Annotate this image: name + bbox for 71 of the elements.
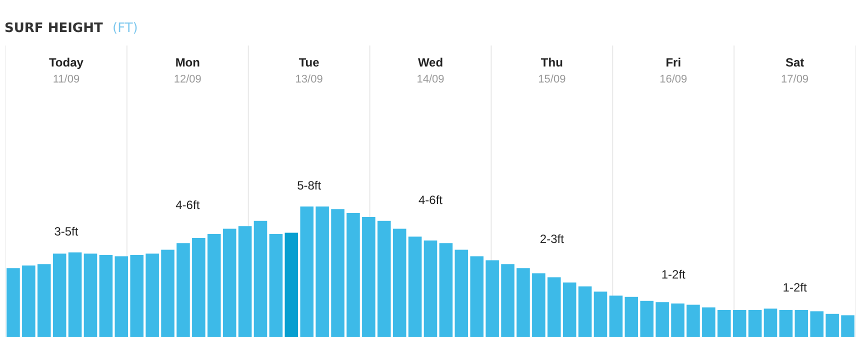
bar xyxy=(532,273,546,337)
bar xyxy=(346,213,360,337)
annotation: 1-2ft xyxy=(661,268,686,282)
bar xyxy=(547,277,561,337)
bar xyxy=(207,234,221,337)
bar xyxy=(408,236,422,337)
bar xyxy=(130,254,144,337)
bar xyxy=(562,282,576,337)
annotation: 4-6ft xyxy=(176,198,200,212)
bar xyxy=(516,268,530,337)
bar xyxy=(732,310,746,337)
bar xyxy=(84,254,98,337)
bar xyxy=(671,303,684,337)
bar xyxy=(192,238,206,337)
bar xyxy=(609,296,623,337)
text: Sat 17/09 xyxy=(781,56,809,86)
bar xyxy=(254,220,268,337)
bar xyxy=(841,315,854,337)
bar xyxy=(238,226,252,337)
bar xyxy=(269,234,283,337)
bar xyxy=(439,243,453,337)
bar xyxy=(424,240,438,337)
bar xyxy=(454,250,468,337)
bar xyxy=(146,254,159,337)
chart-subtitle: (FT) xyxy=(112,21,138,36)
bar xyxy=(794,310,808,337)
bar xyxy=(578,286,592,337)
bar xyxy=(686,304,700,337)
text: Tue 13/09 xyxy=(295,56,323,86)
bar xyxy=(624,296,638,337)
bar xyxy=(176,243,190,337)
bar xyxy=(22,265,36,337)
text: 5-8ft xyxy=(297,178,322,192)
bar xyxy=(392,228,406,337)
text: Wed 14/09 xyxy=(416,56,444,86)
bar xyxy=(826,314,839,337)
bar xyxy=(486,260,499,337)
bar xyxy=(284,232,298,337)
bar xyxy=(114,256,128,337)
annotation: 4-6ft xyxy=(418,192,444,207)
annotation: 1-2ft xyxy=(782,280,808,295)
bar xyxy=(717,310,731,337)
bar xyxy=(6,268,20,337)
bar xyxy=(810,311,824,337)
text: Mon 12/09 xyxy=(174,56,202,86)
bar xyxy=(52,254,66,337)
text: Today 11/09 xyxy=(48,56,84,86)
bar xyxy=(331,209,344,337)
bar xyxy=(362,216,376,337)
bar xyxy=(316,206,329,337)
bar xyxy=(470,256,484,337)
bar xyxy=(161,250,174,337)
bar xyxy=(702,307,716,337)
bar xyxy=(501,264,514,337)
text: Fri 16/09 xyxy=(660,56,688,86)
annotation: 2-3ft xyxy=(540,232,565,246)
bar xyxy=(594,292,608,337)
text: Thu 15/09 xyxy=(538,56,566,86)
bar xyxy=(99,254,113,337)
bar xyxy=(37,264,51,337)
bar xyxy=(68,252,82,337)
bar xyxy=(779,310,793,337)
bar xyxy=(300,206,314,337)
bar xyxy=(748,310,762,337)
bar xyxy=(656,302,669,337)
chart-title: SURF HEIGHT xyxy=(4,21,103,36)
bar xyxy=(377,220,391,337)
bar xyxy=(222,228,236,337)
annotation: 3-5ft xyxy=(54,224,79,238)
bar xyxy=(640,300,654,337)
bar xyxy=(764,308,778,337)
